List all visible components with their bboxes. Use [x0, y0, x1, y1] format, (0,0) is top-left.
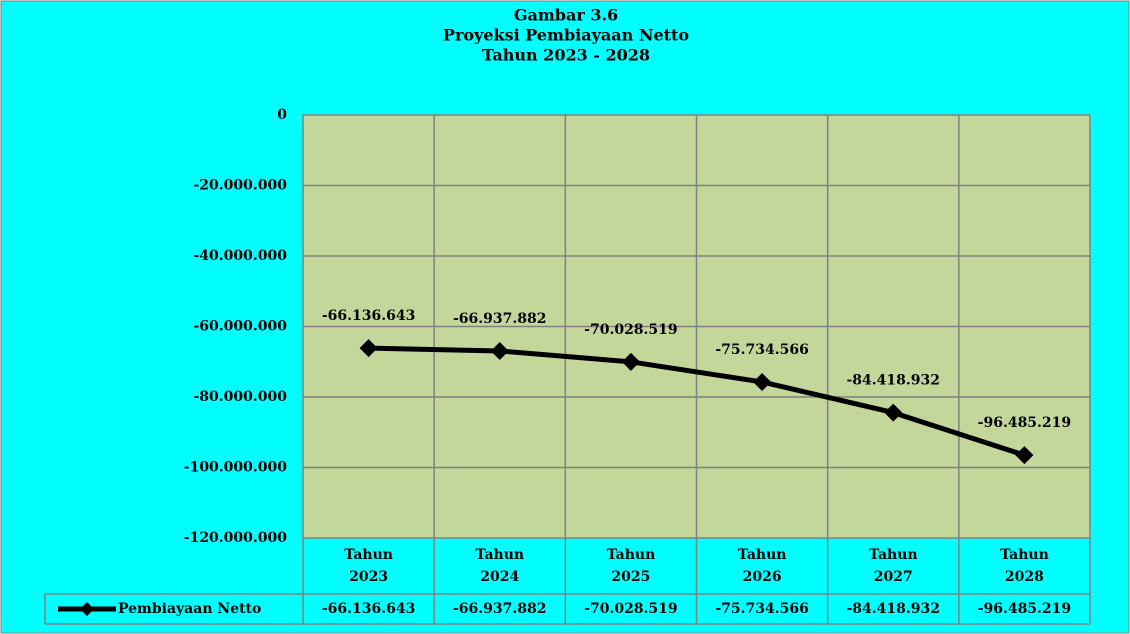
- data-label: -70.028.519: [584, 322, 678, 338]
- y-tick-label: -100.000.000: [184, 460, 287, 476]
- data-label: -66.937.882: [453, 311, 547, 327]
- data-label: -96.485.219: [978, 415, 1072, 431]
- y-tick-label: -80.000.000: [194, 389, 288, 405]
- y-tick-label: -60.000.000: [194, 319, 288, 335]
- data-line: [368, 345, 1026, 458]
- x-tick-label: Tahun 2027: [869, 547, 918, 585]
- chart-title: Proyeksi Pembiayaan Netto: [443, 26, 690, 45]
- table-value: -84.418.932: [847, 601, 941, 617]
- table-value: -70.028.519: [584, 601, 678, 617]
- data-point: [621, 352, 640, 371]
- data-point: [884, 403, 903, 422]
- table-value: -75.734.566: [715, 601, 809, 617]
- y-tick-label: -120.000.000: [184, 530, 287, 546]
- x-tick-label: Tahun 2025: [607, 547, 656, 585]
- data-label: -75.734.566: [715, 342, 809, 358]
- data-point: [359, 339, 378, 358]
- table-value: -66.937.882: [453, 601, 547, 617]
- chart-title: Tahun 2023 - 2028: [482, 46, 650, 65]
- table-value: -66.136.643: [322, 601, 416, 617]
- data-point: [753, 372, 772, 391]
- data-point: [1015, 446, 1034, 465]
- y-tick-label: 0: [277, 107, 287, 123]
- legend-symbol: [80, 602, 94, 616]
- table-value: -96.485.219: [978, 601, 1072, 617]
- data-label: -84.418.932: [847, 373, 941, 389]
- y-tick-label: -20.000.000: [194, 178, 288, 194]
- x-tick-label: Tahun 2026: [738, 547, 787, 585]
- x-tick-label: Tahun 2024: [475, 547, 524, 585]
- data-point: [490, 341, 509, 360]
- y-tick-label: -40.000.000: [194, 248, 288, 264]
- x-tick-label: Tahun 2028: [1000, 547, 1049, 585]
- chart-title: Gambar 3.6: [514, 6, 618, 25]
- data-label: -66.136.643: [322, 308, 416, 324]
- x-tick-label: Tahun 2023: [344, 547, 393, 585]
- legend-label: Pembiayaan Netto: [118, 601, 261, 617]
